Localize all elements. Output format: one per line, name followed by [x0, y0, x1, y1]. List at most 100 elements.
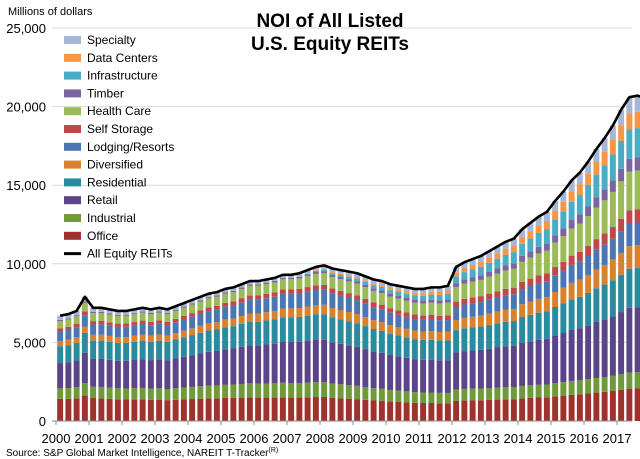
- bar-segment-specialty: [255, 281, 262, 285]
- bar-segment-specialty: [65, 314, 72, 319]
- bar-segment-office: [609, 391, 616, 421]
- bar-segment-data-centers: [618, 125, 625, 141]
- bar-segment-office: [222, 397, 229, 421]
- bar-segment-timber: [436, 300, 443, 304]
- bar-segment-health-care: [420, 303, 427, 316]
- bar-segment-residential: [329, 317, 336, 343]
- bar-segment-self-storage: [288, 289, 295, 294]
- legend-swatch-residential: [64, 178, 81, 187]
- bar-segment-infrastructure: [469, 269, 476, 278]
- bar-segment-retail: [370, 351, 377, 389]
- bar-segment-diversified: [81, 326, 88, 333]
- bar-segment-diversified: [65, 339, 72, 346]
- bar-segment-residential: [238, 323, 245, 347]
- bar-segment-self-storage: [230, 301, 237, 306]
- bar-segment-office: [213, 398, 220, 421]
- bar-segment-office: [436, 403, 443, 421]
- bar-segment-data-centers: [502, 248, 509, 255]
- bar-segment-health-care: [618, 181, 625, 219]
- bar-segment-health-care: [601, 200, 608, 234]
- bar-segment-diversified: [90, 334, 97, 341]
- bar-segment-timber: [453, 283, 460, 287]
- bar-segment-diversified: [453, 320, 460, 331]
- bar-segment-health-care: [230, 292, 237, 302]
- legend-swatch-retail: [64, 196, 81, 205]
- bar-segment-health-care: [205, 298, 212, 308]
- bar-segment-office: [354, 399, 361, 421]
- bar-segment-diversified: [205, 323, 212, 331]
- bar-segment-lodging-resorts: [90, 324, 97, 335]
- bar-segment-residential: [123, 342, 130, 361]
- bar-segment-office: [560, 395, 567, 421]
- bar-segment-industrial: [469, 388, 476, 401]
- bar-segment-infrastructure: [527, 238, 534, 252]
- legend-swatch-lodging-resorts: [64, 142, 81, 151]
- y-tick-label: 5,000: [13, 335, 46, 350]
- bar-segment-diversified: [387, 325, 394, 334]
- bar-segment-residential: [304, 315, 311, 341]
- bar-segment-health-care: [263, 284, 270, 294]
- bar-segment-residential: [98, 340, 105, 359]
- bar-segment-diversified: [477, 315, 484, 327]
- bar-segment-retail: [81, 352, 88, 384]
- bar-segment-data-centers: [601, 151, 608, 166]
- bar-segment-lodging-resorts: [626, 223, 633, 247]
- chart-title-line2: U.S. Equity REITs: [251, 34, 409, 55]
- bar-segment-specialty: [197, 296, 204, 301]
- bar-segment-industrial: [139, 387, 146, 400]
- bar-segment-industrial: [57, 388, 64, 399]
- bar-segment-timber: [197, 300, 204, 302]
- bar-segment-lodging-resorts: [288, 293, 295, 309]
- x-tick-label: 2001: [75, 431, 104, 446]
- bar-segment-self-storage: [436, 315, 443, 321]
- bar-segment-office: [337, 398, 344, 421]
- bar-segment-industrial: [106, 387, 113, 399]
- bar-segment-self-storage: [180, 315, 187, 320]
- bar-segment-industrial: [81, 383, 88, 396]
- bar-segment-data-centers: [312, 270, 319, 271]
- bar-segment-health-care: [387, 296, 394, 309]
- bar-segment-specialty: [354, 273, 361, 278]
- bar-segment-specialty: [57, 315, 64, 320]
- bar-segment-infrastructure: [428, 294, 435, 300]
- bar-segment-office: [263, 397, 270, 421]
- bar-segment-retail: [585, 325, 592, 380]
- bar-segment-residential: [585, 292, 592, 326]
- bar-segment-timber: [98, 311, 105, 314]
- bar-segment-diversified: [428, 331, 435, 340]
- bar-segment-diversified: [461, 317, 468, 329]
- bar-segment-retail: [123, 360, 130, 389]
- bar-segment-self-storage: [312, 285, 319, 290]
- bar-segment-data-centers: [337, 273, 344, 275]
- bar-segment-timber: [147, 312, 154, 315]
- bar-segment-lodging-resorts: [321, 289, 328, 305]
- bar-segment-timber: [222, 292, 229, 294]
- bar-segment-residential: [65, 345, 72, 363]
- bar-segment-lodging-resorts: [189, 316, 196, 329]
- bar-segment-industrial: [263, 383, 270, 398]
- bar-segment-data-centers: [345, 275, 352, 277]
- bar-segment-diversified: [568, 282, 575, 300]
- bar-segment-office: [601, 391, 608, 421]
- bar-segment-specialty: [403, 287, 410, 292]
- bar-segment-residential: [469, 327, 476, 351]
- bar-segment-data-centers: [634, 111, 640, 129]
- bar-segment-industrial: [329, 383, 336, 398]
- bar-segment-specialty: [106, 309, 113, 314]
- bar-segment-specialty: [387, 284, 394, 289]
- bar-segment-timber: [106, 313, 113, 315]
- bar-segment-timber: [312, 271, 319, 274]
- bar-segment-diversified: [139, 334, 146, 341]
- bar-segment-lodging-resorts: [428, 319, 435, 332]
- bar-segment-health-care: [486, 276, 493, 294]
- bar-segment-diversified: [131, 335, 138, 342]
- bar-segment-lodging-resorts: [222, 306, 229, 320]
- bar-segment-industrial: [279, 382, 286, 398]
- bar-segment-residential: [156, 340, 163, 360]
- bar-segment-industrial: [370, 388, 377, 401]
- legend-label-timber: Timber: [87, 86, 124, 100]
- bar-segment-industrial: [477, 388, 484, 401]
- bar-segment-self-storage: [626, 210, 633, 224]
- bar-segment-health-care: [585, 216, 592, 246]
- bar-segment-lodging-resorts: [246, 299, 253, 314]
